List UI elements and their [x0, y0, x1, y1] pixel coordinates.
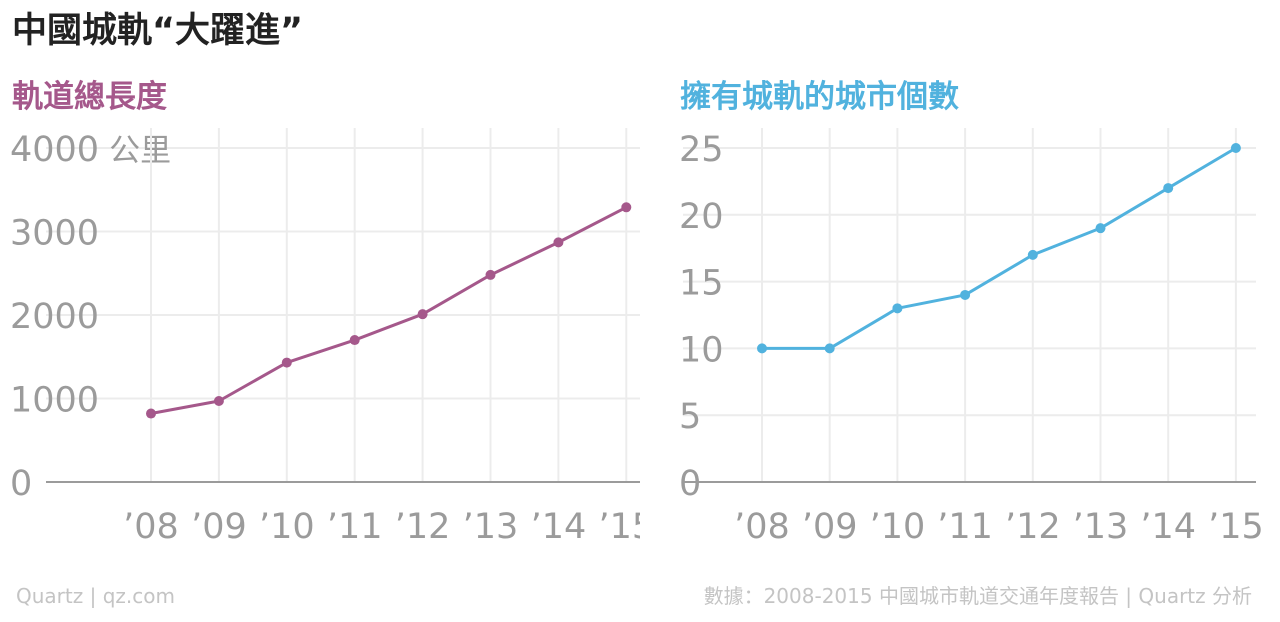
length-data-point	[417, 309, 428, 320]
cities-x-tick-label: ’10	[870, 507, 926, 547]
cities-x-tick-label: ’08	[734, 507, 790, 547]
length-unit-label: 公里	[109, 133, 171, 169]
length-y-tick-label: 0	[10, 464, 32, 504]
city-count-chart: 0 5 10 15 20 25 ’08 ’09 ’10 ’11 ’12 ’13 ’14 ’15	[679, 128, 1264, 547]
cities-x-tick-label: ’13	[1073, 507, 1129, 547]
cities-data-point	[960, 289, 971, 300]
cities-y-tick-label: 25	[679, 130, 724, 170]
cities-x-tick-label: ’12	[1005, 507, 1061, 547]
length-x-tick-label: ’11	[327, 507, 383, 547]
length-data-point	[621, 202, 632, 213]
length-data-point	[349, 335, 360, 346]
cities-data-point	[1095, 223, 1106, 234]
length-series-line	[150, 205, 627, 416]
cities-data-point	[1163, 183, 1174, 194]
cities-chart-subtitle: 擁有城軌的城市個數	[680, 79, 959, 115]
length-data-point	[281, 357, 292, 368]
cities-data-point	[892, 303, 903, 314]
length-x-tick-label: ’12	[395, 507, 451, 547]
length-y-tick-label: 4000	[10, 130, 99, 170]
length-x-tick-label: ’08	[123, 507, 179, 547]
length-data-point	[553, 237, 564, 248]
length-x-tick-label: ’13	[463, 507, 519, 547]
length-x-tick-label: ’09	[191, 507, 247, 547]
cities-data-point	[757, 343, 767, 354]
cities-y-tick-label: 15	[679, 264, 724, 304]
cities-data-point	[1230, 143, 1241, 153]
footer-source: 數據：2008-2015 中國城市軌道交通年度報告 | Quartz 分析	[703, 584, 1252, 608]
length-y-tick-label: 2000	[10, 297, 99, 337]
cities-data-point	[824, 343, 835, 354]
length-x-tick-label: ’10	[259, 507, 315, 547]
footer-credit: Quartz | qz.com	[16, 584, 175, 608]
cities-x-tick-label: ’14	[1140, 507, 1196, 547]
length-x-tick-label: ’15	[598, 507, 640, 547]
track-length-chart: 0 1000 2000 3000 4000 公里 ’08 ’09 ’10 ’11 ’12 ’13 ’14…	[10, 128, 640, 547]
length-y-tick-label: 3000	[10, 214, 99, 254]
cities-x-tick-label: ’15	[1208, 507, 1264, 547]
cities-y-tick-label: 10	[679, 330, 724, 370]
cities-y-tick-label: 5	[679, 397, 701, 437]
cities-x-tick-label: ’11	[937, 507, 993, 547]
length-chart-subtitle: 軌道總長度	[12, 79, 167, 115]
cities-y-tick-label: 0	[679, 464, 701, 504]
cities-x-tick-label: ’09	[802, 507, 858, 547]
length-x-tick-label: ’14	[531, 507, 587, 547]
length-data-point	[213, 396, 224, 407]
length-y-tick-label: 1000	[10, 381, 99, 421]
cities-y-tick-label: 20	[679, 197, 724, 237]
length-data-point	[485, 269, 496, 280]
cities-data-point	[1027, 249, 1038, 260]
chart-title: 中國城軌“大躍進”	[12, 11, 304, 51]
length-data-point	[146, 408, 156, 419]
cities-series-line	[762, 146, 1237, 350]
